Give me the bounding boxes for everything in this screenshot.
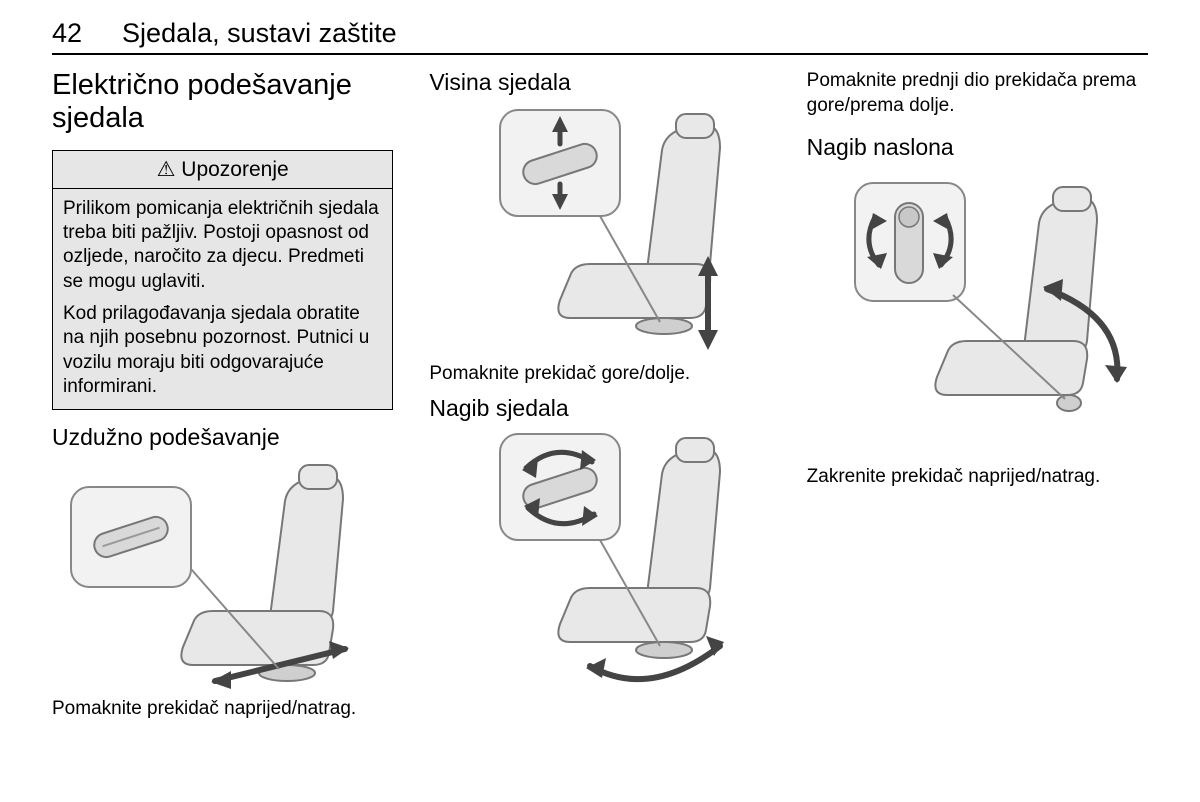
column-1: Električno podešavanje sjedala ⚠ Upozore… [52,69,393,722]
content-columns: Električno podešavanje sjedala ⚠ Upozore… [52,69,1148,722]
seat-tilt-icon [440,430,760,690]
figure-height [429,104,770,356]
subheading-height: Visina sjedala [429,69,770,96]
subheading-backrest-tilt: Nagib naslona [807,134,1148,161]
column-3: Pomaknite prednji dio prekidača prema go… [807,69,1148,722]
caption-height: Pomaknite prekidač gore/dolje. [429,362,770,387]
intro-text: Pomaknite prednji dio prekidača prema go… [807,69,1148,118]
backrest-tilt-icon [817,169,1137,459]
warning-title: ⚠ Upozorenje [53,151,392,189]
manual-page: 42 Sjedala, sustavi zaštite Električno p… [0,0,1200,802]
section-heading: Električno podešavanje sjedala [52,69,393,136]
caption-backrest-tilt: Zakrenite prekidač naprijed/natrag. [807,465,1148,490]
warning-p1: Prilikom pomicanja električnih sjedala t… [63,197,382,294]
warning-body: Prilikom pomicanja električnih sjedala t… [53,189,392,410]
caption-longitudinal: Pomaknite prekidač naprijed/natrag. [52,697,393,722]
figure-longitudinal [52,459,393,691]
seat-longitudinal-icon [63,459,383,691]
subheading-longitudinal: Uzdužno podešavanje [52,424,393,451]
header-title: Sjedala, sustavi zaštite [122,18,397,49]
page-number: 42 [52,18,82,49]
figure-backrest-tilt [807,169,1148,459]
subheading-seat-tilt: Nagib sjedala [429,395,770,422]
warning-box: ⚠ Upozorenje Prilikom pomicanja električ… [52,150,393,411]
figure-seat-tilt [429,430,770,690]
page-header: 42 Sjedala, sustavi zaštite [52,18,1148,55]
warning-p2: Kod prilagođavanja sjedala obratite na n… [63,302,382,399]
column-2: Visina sjedala [429,69,770,722]
seat-height-icon [440,104,760,356]
